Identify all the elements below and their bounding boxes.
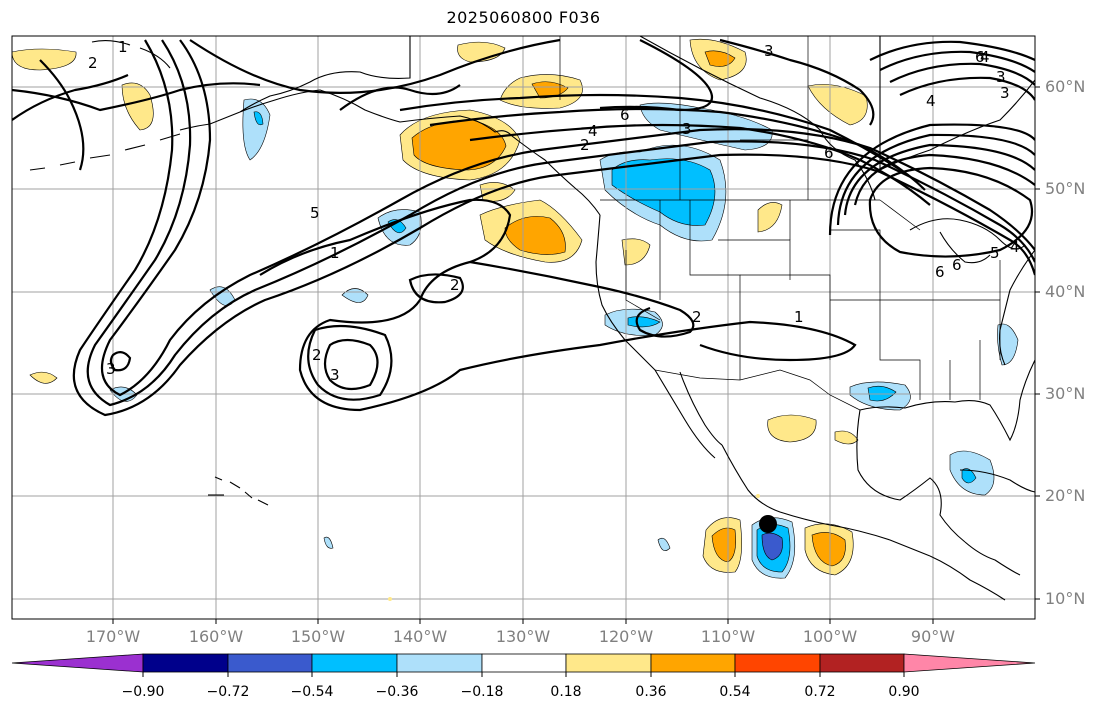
lon-label-100w: 100°W <box>802 627 858 646</box>
fill-blue-bering <box>253 111 264 126</box>
lon-label-140w: 140°W <box>392 627 448 646</box>
contour-label: 6 <box>952 256 962 274</box>
fill-yellow-p8 <box>457 41 506 63</box>
lat-label-20n: 20°N <box>1045 486 1086 505</box>
lon-label-90w: 90°W <box>910 627 956 646</box>
colorbar-tick-label: −0.18 <box>460 684 504 700</box>
colorbar-segment <box>227 653 313 673</box>
coastlines <box>29 36 1035 601</box>
lon-label-120w: 120°W <box>598 627 654 646</box>
contour-label: 3 <box>764 42 774 60</box>
lon-label-150w: 150°W <box>290 627 346 646</box>
contour-label: 2 <box>450 276 460 294</box>
contour-label: 4 <box>926 92 936 110</box>
contour-label: 4 <box>1010 238 1020 256</box>
fill-orange-ep3 <box>811 532 846 567</box>
contour-label: 2 <box>692 308 702 326</box>
lon-label-160w: 160°W <box>188 627 244 646</box>
colorbar-tick-label: −0.54 <box>290 684 334 700</box>
fill-yellow-p5 <box>29 371 58 384</box>
colorbar-tick-label: 0.90 <box>888 684 920 700</box>
axis-ticks <box>112 86 1040 624</box>
small-marker <box>388 597 392 601</box>
fill-yellow-p7 <box>121 82 154 131</box>
contour-label: 1 <box>794 308 804 326</box>
colorbar-segment <box>734 653 821 673</box>
contour-label: 3 <box>330 366 340 384</box>
contour-label: 1 <box>330 244 340 262</box>
contour-label: 2 <box>312 346 322 364</box>
fill-yellow-mt <box>757 202 783 233</box>
contour-label: 4 <box>980 48 990 66</box>
lat-label-30n: 30°N <box>1045 384 1086 403</box>
contour-label: 2 <box>88 54 98 72</box>
fill-yellow-hud <box>807 84 868 126</box>
colorbar-segment <box>11 653 144 673</box>
lon-label-170w: 170°W <box>85 627 141 646</box>
colorbar-ticks <box>142 672 905 677</box>
colorbar-segment <box>311 653 398 673</box>
lat-label-50n: 50°N <box>1045 179 1086 198</box>
contour-label: 3 <box>996 68 1006 86</box>
contour-label: 2 <box>580 136 590 154</box>
lon-label-130w: 130°W <box>495 627 551 646</box>
fill-orange-pnw <box>504 216 566 255</box>
lat-label-60n: 60°N <box>1045 77 1086 96</box>
contour-label: 5 <box>310 204 320 222</box>
fill-blue-fl <box>961 468 977 484</box>
contour-labels: 1 2 3 4 5 6 1 2 3 4 6 3 4 3 6 6 2 2 3 3 … <box>88 38 1020 384</box>
colorbar-segment <box>650 653 736 673</box>
colorbar-segment <box>903 653 1036 673</box>
contour-label: 6 <box>975 48 985 66</box>
lat-label-40n: 40°N <box>1045 282 1086 301</box>
contour-label: 6 <box>935 263 945 281</box>
fill-orange-ep1 <box>711 527 736 563</box>
colorbar-tick-label: −0.72 <box>206 684 250 700</box>
contour-label: 6 <box>824 144 834 162</box>
storm-position-marker <box>759 515 777 533</box>
colorbar-tick-label: 0.72 <box>804 684 836 700</box>
fill-yellow-nv <box>621 238 651 266</box>
colorbar-segment <box>142 653 229 673</box>
contour-label: 4 <box>588 122 598 140</box>
colorbar-segment <box>565 653 652 673</box>
contours <box>12 38 1035 417</box>
colorbar <box>11 653 1036 673</box>
fill-lightblue-ep4 <box>657 537 671 551</box>
colorbar-segment <box>819 653 905 673</box>
lon-label-110w: 110°W <box>700 627 756 646</box>
contour-label: 6 <box>620 106 630 124</box>
fill-yellow-gulf <box>834 430 859 445</box>
graticule <box>12 36 1035 619</box>
colorbar-tick-label: −0.90 <box>121 684 165 700</box>
fill-yellow-mx <box>767 414 817 443</box>
small-marker <box>756 494 760 498</box>
lat-label-10n: 10°N <box>1045 589 1086 608</box>
colorbar-tick-label: 0.18 <box>550 684 582 700</box>
map-title: 2025060800 F036 <box>446 8 601 27</box>
fill-lightblue-ep5 <box>323 536 334 549</box>
colorbar-segment <box>481 653 567 673</box>
colorbar-segment <box>396 653 483 673</box>
fill-orange-alaska <box>531 81 569 99</box>
fill-lightblue-se <box>997 323 1019 366</box>
fill-darkblue-ep2 <box>761 532 783 561</box>
contour-label: 5 <box>990 244 1000 262</box>
colorbar-tick-label: −0.36 <box>375 684 419 700</box>
contour-label: 3 <box>682 120 692 138</box>
fill-yellow-p6 <box>12 48 77 71</box>
contour-label: 1 <box>118 38 128 56</box>
contour-label: 3 <box>106 360 116 378</box>
colorbar-tick-label: 0.54 <box>719 684 751 700</box>
contour-label: 3 <box>1000 84 1010 102</box>
colorbar-tick-label: 0.36 <box>635 684 667 700</box>
